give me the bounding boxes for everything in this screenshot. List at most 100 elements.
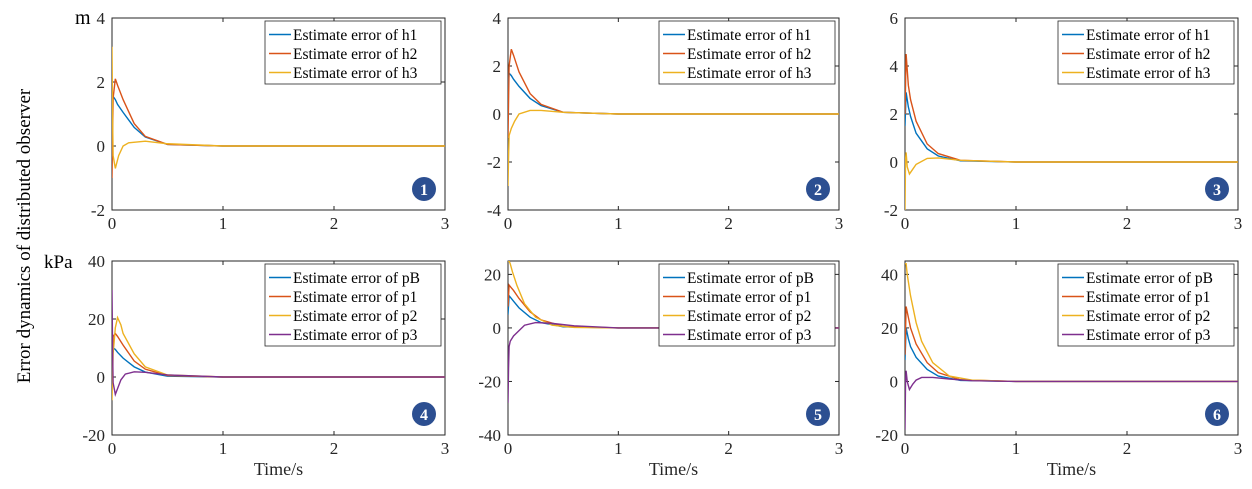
legend-entry: Estimate error of p2 (293, 308, 417, 325)
y-tick-label: -4 (487, 201, 502, 220)
y-tick-label: 2 (493, 57, 502, 76)
panel-number-label: 3 (1213, 182, 1221, 199)
series-line-1 (905, 92, 1238, 163)
series-lines (905, 262, 1238, 430)
legend-box (264, 20, 442, 85)
y-tick-label: 2 (97, 73, 106, 92)
y-tick-label: 4 (493, 9, 502, 28)
y-tick-label: 0 (97, 368, 106, 387)
x-tick-label: 2 (330, 439, 339, 458)
x-tick-label: 2 (724, 439, 733, 458)
y-tick-label: 20 (88, 310, 105, 329)
x-tick-label: 0 (504, 439, 513, 458)
series-line-3 (508, 109, 839, 187)
legend-entry: Estimate error of p1 (1086, 289, 1210, 306)
x-tick-label: 1 (219, 214, 228, 233)
legend-entry: Estimate error of p2 (1086, 308, 1210, 325)
series-line-4 (905, 370, 1238, 430)
y-tick-label: 0 (493, 319, 502, 338)
x-tick-label: 3 (1234, 214, 1243, 233)
legend-entry: Estimate error of p1 (687, 289, 811, 306)
legend: Estimate error of h1 Estimate error of h2… (1057, 20, 1235, 85)
legend-entry: Estimate error of pB (293, 270, 420, 287)
legend: Estimate error of h1 Estimate error of h2… (658, 20, 836, 85)
legend-box (264, 263, 442, 347)
y-tick-label: -20 (875, 426, 898, 445)
legend-entry: Estimate error of h2 (293, 46, 417, 63)
legend-entry: Estimate error of p2 (687, 308, 811, 325)
x-tick-label: 1 (1012, 439, 1021, 458)
panel-number-label: 1 (420, 182, 428, 199)
legend-entry: Estimate error of pB (687, 270, 814, 287)
legend-entry: Estimate error of h2 (1086, 46, 1210, 63)
x-tick-label: 2 (1123, 214, 1132, 233)
y-tick-label: 0 (493, 105, 502, 124)
x-tick-label: 0 (901, 439, 910, 458)
series-line-2 (112, 78, 445, 179)
y-tick-label: -40 (478, 426, 501, 445)
y-tick-label: -20 (82, 426, 105, 445)
legend-entry: Estimate error of h1 (687, 27, 811, 44)
legend-box (658, 263, 836, 347)
y-tick-label: -2 (884, 201, 898, 220)
series-line-4 (112, 289, 445, 397)
x-tick-label: 3 (441, 214, 450, 233)
series-line-3 (112, 46, 445, 169)
series-lines (905, 53, 1238, 210)
panel-number-badge (412, 177, 436, 201)
y-tick-label: 4 (97, 9, 106, 28)
figure-ylabel: Error dynamics of distributed observer (14, 88, 35, 383)
x-tick-label: 1 (614, 214, 623, 233)
legend-box (658, 20, 836, 85)
x-tick-label: 2 (1123, 439, 1132, 458)
x-tick-label: 1 (219, 439, 228, 458)
series-lines (112, 46, 445, 179)
series-line-3 (905, 152, 1238, 210)
y-tick-label: -2 (487, 153, 501, 172)
x-tick-label: 0 (108, 214, 117, 233)
panel-number-badge (1205, 402, 1229, 426)
legend-entry: Estimate error of h1 (1086, 27, 1210, 44)
x-tick-label: 3 (835, 439, 844, 458)
y-tick-label: 0 (890, 153, 899, 172)
series-line-1 (112, 94, 445, 147)
series-lines (508, 261, 839, 403)
y-tick-label: -2 (91, 201, 105, 220)
legend: Estimate error of h1 Estimate error of h2… (264, 20, 442, 85)
series-lines (508, 48, 839, 187)
y-tick-label: 40 (88, 252, 105, 271)
legend: Estimate error of pB Estimate error of p1… (264, 263, 442, 347)
y-tick-label: 0 (890, 372, 899, 391)
legend: Estimate error of pB Estimate error of p1… (658, 263, 836, 347)
x-tick-label: 1 (1012, 214, 1021, 233)
legend-entry: Estimate error of h3 (1086, 65, 1211, 82)
panel-number-badge (412, 402, 436, 426)
legend-entry: Estimate error of h3 (293, 65, 418, 82)
panel-number-label: 6 (1213, 407, 1221, 424)
y-tick-label: 0 (97, 137, 106, 156)
y-tick-label: 6 (890, 9, 899, 28)
legend-entry: Estimate error of h1 (293, 27, 417, 44)
x-tick-label: 0 (108, 439, 117, 458)
x-axis-label: Time/s (649, 459, 698, 479)
panel-number-label: 5 (814, 407, 822, 424)
y-tick-label: 40 (881, 265, 898, 284)
x-tick-label: 2 (330, 214, 339, 233)
legend-entry: Estimate error of p3 (293, 327, 418, 344)
unit-top-label: m (75, 7, 91, 29)
x-tick-label: 3 (835, 214, 844, 233)
panel-number-badge (806, 402, 830, 426)
legend-entry: Estimate error of p3 (687, 327, 812, 344)
x-tick-label: 2 (724, 214, 733, 233)
legend-entry: Estimate error of p3 (1086, 327, 1211, 344)
y-tick-label: 20 (484, 265, 501, 284)
x-tick-label: 3 (1234, 439, 1243, 458)
axes-box (507, 260, 840, 436)
x-tick-label: 0 (901, 214, 910, 233)
x-axis-label: Time/s (254, 459, 303, 479)
legend: Estimate error of pB Estimate error of p1… (1057, 263, 1235, 347)
y-tick-label: 2 (890, 105, 899, 124)
